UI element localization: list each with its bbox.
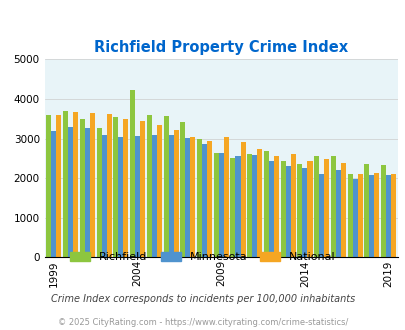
Bar (101, 135, 107, 257)
Bar (240, 142, 245, 257)
Bar (330, 156, 335, 257)
Bar (252, 155, 257, 257)
Bar (173, 130, 178, 257)
Bar (352, 179, 357, 257)
Bar (113, 117, 118, 257)
Bar (196, 139, 202, 257)
Bar (63, 111, 68, 257)
Bar (357, 174, 362, 257)
Bar (273, 156, 278, 257)
Bar (364, 164, 369, 257)
Bar (369, 176, 373, 257)
Bar (385, 175, 390, 257)
Bar (107, 114, 111, 257)
Bar (207, 141, 211, 257)
Bar (185, 138, 190, 257)
Bar (313, 156, 318, 257)
Bar (285, 166, 290, 257)
Bar (147, 115, 151, 257)
Bar (213, 153, 218, 257)
Bar (190, 137, 195, 257)
Bar (373, 173, 379, 257)
Title: Richfield Property Crime Index: Richfield Property Crime Index (94, 41, 347, 55)
Bar (118, 137, 123, 257)
Bar (151, 135, 156, 257)
Bar (390, 174, 395, 257)
Bar (96, 128, 101, 257)
Bar (135, 136, 140, 257)
Bar (280, 161, 285, 257)
Bar (68, 127, 73, 257)
Text: © 2025 CityRating.com - https://www.cityrating.com/crime-statistics/: © 2025 CityRating.com - https://www.city… (58, 318, 347, 327)
Bar (140, 121, 145, 257)
Bar (235, 156, 240, 257)
Bar (85, 127, 90, 257)
Bar (257, 148, 262, 257)
Bar (56, 115, 61, 257)
Bar (46, 115, 51, 257)
Bar (180, 121, 185, 257)
Bar (307, 161, 312, 257)
Bar (297, 164, 302, 257)
Bar (347, 174, 352, 257)
Bar (168, 135, 173, 257)
Bar (290, 154, 295, 257)
Bar (247, 154, 252, 257)
Bar (269, 161, 273, 257)
Bar (302, 168, 307, 257)
Bar (218, 153, 223, 257)
Bar (318, 174, 324, 257)
Bar (90, 113, 95, 257)
Bar (335, 170, 340, 257)
Legend: Richfield, Minnesota, National: Richfield, Minnesota, National (66, 248, 339, 267)
Bar (230, 158, 235, 257)
Bar (380, 165, 385, 257)
Bar (51, 131, 56, 257)
Bar (324, 159, 328, 257)
Bar (123, 119, 128, 257)
Bar (263, 151, 269, 257)
Bar (156, 125, 162, 257)
Bar (130, 90, 135, 257)
Bar (340, 163, 345, 257)
Text: Crime Index corresponds to incidents per 100,000 inhabitants: Crime Index corresponds to incidents per… (51, 294, 354, 304)
Bar (80, 119, 85, 257)
Bar (223, 137, 228, 257)
Bar (202, 144, 207, 257)
Bar (73, 112, 78, 257)
Bar (163, 116, 168, 257)
